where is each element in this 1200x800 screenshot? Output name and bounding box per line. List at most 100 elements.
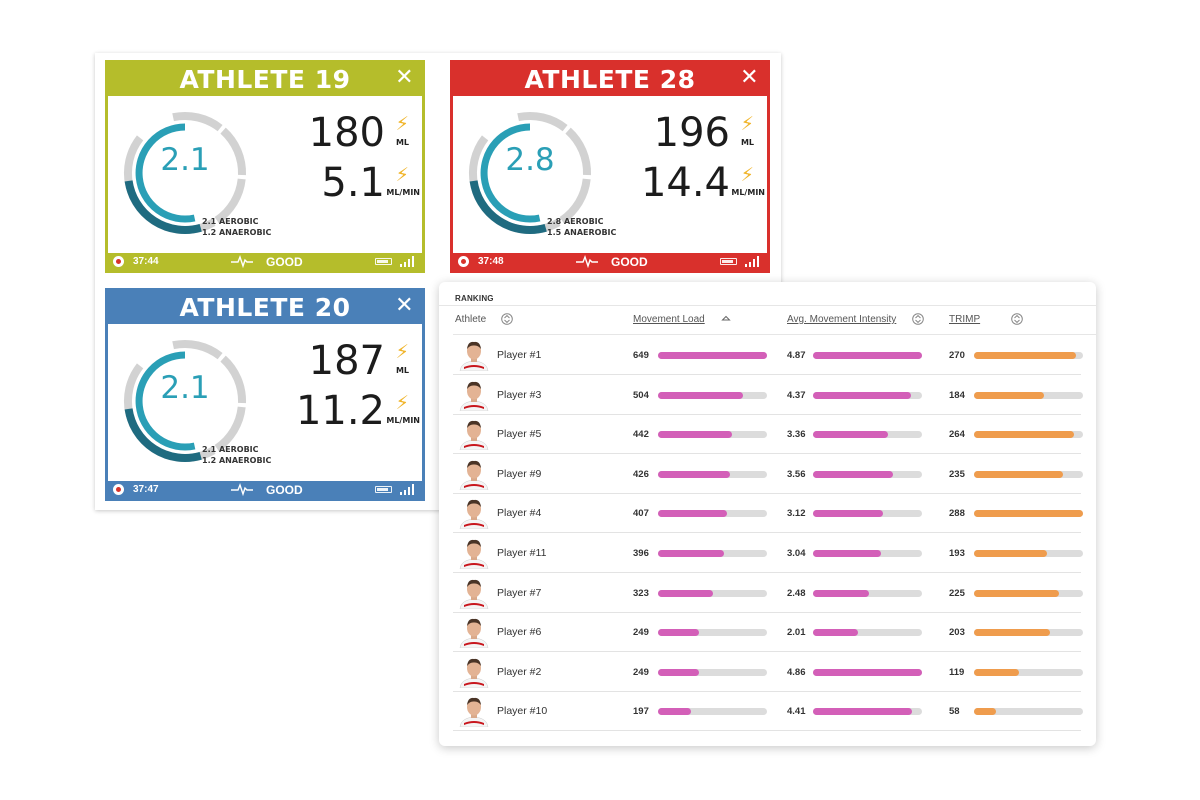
- load-bar: [658, 510, 767, 518]
- player-avatar: [459, 658, 489, 688]
- sort-icon[interactable]: [912, 312, 924, 326]
- load-bar-fill: [658, 391, 744, 399]
- load-value: 249: [633, 666, 649, 678]
- table-row[interactable]: Player #6 249 2.01 203: [453, 612, 1083, 653]
- trimp-value: 270: [949, 350, 965, 361]
- trimp-bar-fill: [974, 470, 1064, 478]
- record-icon: [458, 256, 469, 267]
- athlete-card[interactable]: ATHLETE 19 ✕ 2.1 2.1 AEROBIC 1.2 ANAEROB…: [105, 60, 425, 273]
- intensity-value: 3.12: [787, 508, 806, 520]
- session-time: 37:48: [478, 256, 504, 267]
- load-bar: [658, 550, 767, 557]
- intensity-bar: [813, 352, 922, 359]
- intensity-value: 4.37: [787, 389, 806, 401]
- card-footer: 37:48 GOOD: [453, 253, 767, 270]
- sort-ascending-icon[interactable]: [720, 312, 732, 326]
- player-name: Player #4: [497, 507, 542, 520]
- record-icon: [113, 256, 124, 267]
- close-icon[interactable]: ✕: [395, 65, 414, 90]
- card-header: ATHLETE 28 ✕: [453, 63, 767, 96]
- player-avatar: [459, 341, 489, 371]
- movement-load-unit: ML: [395, 138, 409, 147]
- signal-strength-icon: [400, 484, 414, 495]
- intensity-bar-fill: [813, 352, 922, 359]
- table-row[interactable]: Player #1 649 4.87 270: [453, 335, 1083, 375]
- load-bar: [658, 431, 767, 439]
- trimp-bar: [974, 391, 1083, 399]
- player-avatar: [459, 579, 489, 609]
- intensity-bar: [813, 510, 922, 518]
- athlete-card[interactable]: ATHLETE 20 ✕ 2.1 2.1 AEROBIC 1.2 ANAEROB…: [105, 288, 425, 501]
- trimp-bar-fill: [974, 668, 1019, 676]
- trimp-value: 184: [949, 389, 965, 401]
- sort-icon[interactable]: [1011, 312, 1023, 326]
- card-header: ATHLETE 20 ✕: [108, 291, 422, 324]
- player-name: Player #2: [497, 665, 542, 678]
- load-bar: [658, 708, 767, 716]
- anaerobic-label: 1.2 ANAEROBIC: [202, 456, 272, 465]
- trimp-bar-fill: [974, 708, 996, 716]
- card-body: 2.8 2.8 AEROBIC 1.5 ANAEROBIC 196 ⚡ ML 1…: [453, 96, 767, 253]
- trimp-bar-fill: [974, 431, 1075, 439]
- player-avatar: [459, 421, 489, 451]
- table-row[interactable]: Player #3 504 4.37 184: [453, 375, 1083, 415]
- intensity-bar-fill: [813, 668, 922, 676]
- ranking-title: RANKING: [455, 294, 494, 303]
- heartbeat-icon: [231, 254, 253, 268]
- battery-icon: [375, 258, 392, 265]
- table-row[interactable]: Player #10 197 4.41 58: [453, 691, 1083, 732]
- card-footer: 37:47 GOOD: [108, 481, 422, 498]
- load-bar-fill: [658, 629, 700, 637]
- column-header-movement-load[interactable]: Movement Load: [633, 314, 705, 325]
- table-row[interactable]: Player #7 323 2.48 225: [453, 573, 1083, 613]
- table-row[interactable]: Player #5 442 3.36 264: [453, 414, 1083, 455]
- intensity-bar-fill: [813, 431, 889, 439]
- load-value: 504: [633, 389, 649, 401]
- load-bar-fill: [658, 470, 730, 478]
- movement-intensity-unit: ML/MIN: [731, 188, 765, 197]
- trimp-bar-fill: [974, 589, 1060, 597]
- column-header-avg-movement-intensity[interactable]: Avg. Movement Intensity: [787, 314, 897, 325]
- card-footer: 37:44 GOOD: [108, 253, 422, 270]
- aerobic-breakdown: 2.1 AEROBIC 1.2 ANAEROBIC: [202, 216, 271, 238]
- lightning-icon: ⚡: [395, 114, 409, 135]
- load-value: 197: [633, 706, 649, 718]
- load-bar-fill: [658, 550, 725, 557]
- lightning-icon: ⚡: [395, 393, 409, 414]
- intensity-value: 3.36: [787, 429, 806, 441]
- trimp-bar: [974, 510, 1083, 518]
- load-bar: [658, 352, 767, 359]
- load-value: 249: [633, 627, 649, 639]
- signal-strength-icon: [400, 256, 414, 267]
- card-header: ATHLETE 19 ✕: [108, 63, 422, 96]
- movement-load-unit: ML: [395, 366, 409, 375]
- load-value: 323: [633, 587, 649, 599]
- close-icon[interactable]: ✕: [740, 65, 759, 90]
- close-icon[interactable]: ✕: [395, 293, 414, 318]
- movement-load-value: 180: [308, 110, 385, 156]
- lightning-icon: ⚡: [740, 114, 754, 135]
- table-row[interactable]: Player #4 407 3.12 288: [453, 493, 1083, 534]
- athlete-card[interactable]: ATHLETE 28 ✕ 2.8 2.8 AEROBIC 1.5 ANAEROB…: [450, 60, 770, 273]
- load-value: 649: [633, 350, 649, 361]
- table-row[interactable]: Player #9 426 3.56 235: [453, 454, 1083, 494]
- column-header-athlete[interactable]: Athlete: [455, 314, 487, 325]
- trimp-bar: [974, 352, 1083, 359]
- table-row[interactable]: Player #2 249 4.86 119: [453, 652, 1083, 692]
- lightning-icon: ⚡: [395, 165, 409, 186]
- column-header-trimp[interactable]: TRIMP: [949, 314, 981, 325]
- trimp-bar-fill: [974, 352, 1077, 359]
- sort-icon[interactable]: [501, 312, 513, 326]
- player-name: Player #9: [497, 467, 542, 480]
- load-bar-fill: [658, 431, 733, 439]
- table-row[interactable]: Player #11 396 3.04 193: [453, 533, 1083, 573]
- signal-status: GOOD: [266, 483, 303, 497]
- load-ring-gauge: [123, 111, 247, 235]
- trimp-value: 203: [949, 627, 965, 639]
- athlete-title: ATHLETE 20: [179, 293, 351, 322]
- player-avatar: [459, 460, 489, 490]
- aerobic-breakdown: 2.8 AEROBIC 1.5 ANAEROBIC: [547, 216, 616, 238]
- intensity-bar: [813, 708, 922, 716]
- lightning-icon: ⚡: [395, 342, 409, 363]
- intensity-value: 2.48: [787, 587, 806, 599]
